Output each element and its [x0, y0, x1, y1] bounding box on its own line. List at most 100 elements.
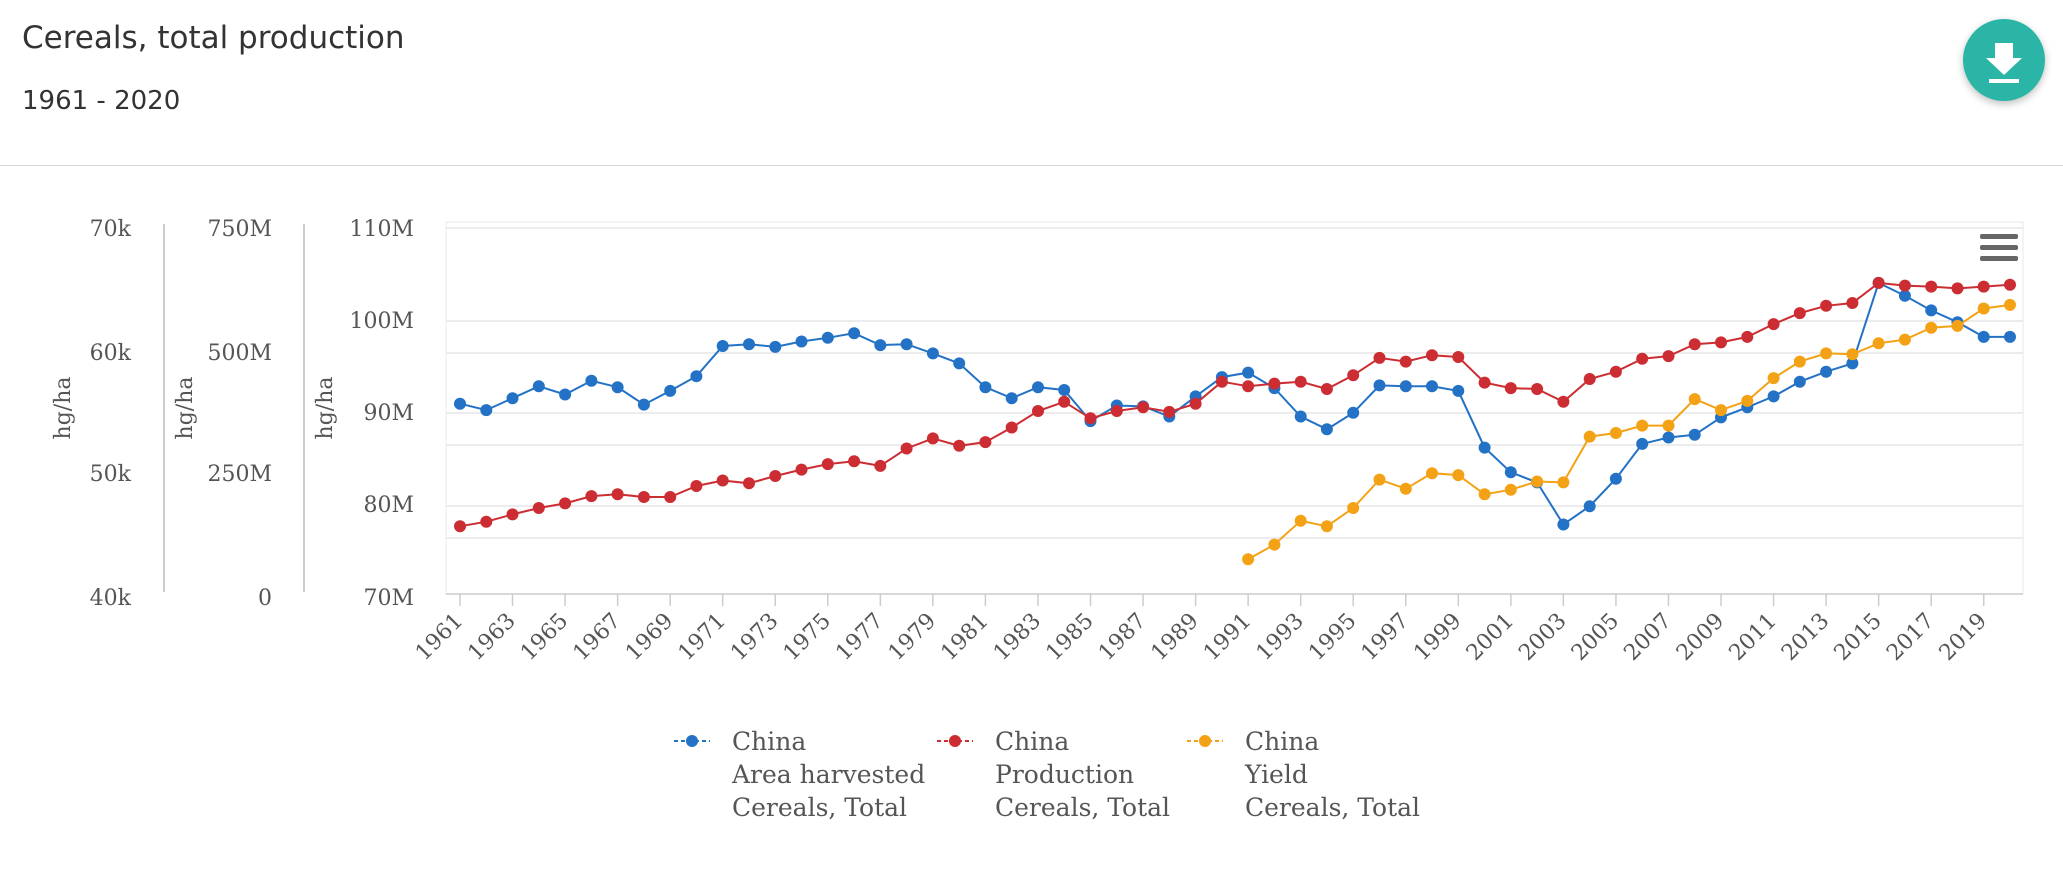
data-point[interactable] [1636, 352, 1649, 365]
data-point[interactable] [1426, 380, 1438, 393]
data-point[interactable] [1662, 419, 1675, 432]
data-point[interactable] [1872, 337, 1885, 350]
data-point[interactable] [821, 331, 834, 344]
data-point[interactable] [532, 502, 545, 514]
data-point[interactable] [979, 381, 992, 394]
data-point[interactable] [2004, 278, 2016, 291]
data-point[interactable] [506, 508, 519, 521]
data-point[interactable] [716, 340, 729, 352]
data-point[interactable] [848, 455, 861, 468]
data-point[interactable] [1320, 520, 1333, 533]
data-point[interactable] [1662, 350, 1675, 363]
data-point[interactable] [480, 515, 493, 528]
data-point[interactable] [953, 439, 966, 452]
data-point[interactable] [2004, 330, 2016, 343]
data-point[interactable] [1320, 423, 1333, 436]
data-point[interactable] [1688, 338, 1701, 351]
data-point[interactable] [1478, 376, 1491, 389]
data-point[interactable] [1609, 472, 1622, 485]
data-point[interactable] [926, 347, 939, 360]
data-point[interactable] [1189, 397, 1202, 410]
data-point[interactable] [1898, 333, 1911, 346]
data-point[interactable] [1820, 365, 1833, 378]
data-point[interactable] [1426, 349, 1438, 362]
data-point[interactable] [1583, 500, 1596, 513]
data-point[interactable] [1032, 405, 1044, 417]
data-point[interactable] [1925, 304, 1938, 317]
data-point[interactable] [1163, 405, 1176, 418]
data-point[interactable] [1058, 384, 1071, 396]
data-point[interactable] [1898, 289, 1911, 302]
data-point[interactable] [1399, 482, 1412, 495]
data-point[interactable] [1268, 377, 1281, 390]
data-point[interactable] [1215, 375, 1228, 388]
data-point[interactable] [1557, 476, 1570, 489]
data-point[interactable] [1609, 427, 1622, 439]
data-point[interactable] [637, 398, 650, 411]
data-point[interactable] [1767, 318, 1780, 331]
data-point[interactable] [2004, 298, 2016, 311]
data-point[interactable] [1846, 297, 1859, 309]
data-point[interactable] [979, 436, 992, 449]
data-point[interactable] [1557, 395, 1570, 408]
data-point[interactable] [1032, 381, 1044, 394]
data-point[interactable] [1977, 302, 1990, 315]
data-point[interactable] [664, 491, 677, 503]
data-point[interactable] [1557, 518, 1570, 531]
data-point[interactable] [690, 480, 703, 492]
data-point[interactable] [1294, 410, 1307, 423]
data-point[interactable] [1872, 276, 1885, 289]
data-point[interactable] [480, 404, 493, 417]
data-point[interactable] [1741, 330, 1754, 343]
data-point[interactable] [454, 520, 466, 533]
data-point[interactable] [821, 458, 834, 471]
data-point[interactable] [1110, 405, 1123, 417]
data-point[interactable] [743, 338, 755, 351]
data-point[interactable] [1820, 299, 1833, 312]
data-point[interactable] [953, 357, 966, 370]
data-point[interactable] [1084, 412, 1097, 425]
data-point[interactable] [1793, 375, 1806, 388]
data-point[interactable] [1636, 437, 1649, 450]
data-point[interactable] [1137, 401, 1150, 414]
data-point[interactable] [1793, 307, 1806, 320]
data-point[interactable] [1662, 431, 1675, 444]
data-point[interactable] [1242, 380, 1255, 393]
data-point[interactable] [1951, 319, 1964, 332]
data-point[interactable] [1951, 282, 1964, 295]
data-point[interactable] [1636, 419, 1649, 432]
legend-item-yield[interactable]: China Yield Cereals, Total [1187, 727, 1420, 822]
data-point[interactable] [1347, 406, 1360, 419]
data-point[interactable] [900, 442, 913, 455]
data-point[interactable] [1583, 373, 1596, 385]
data-point[interactable] [1688, 428, 1701, 441]
data-point[interactable] [1925, 321, 1938, 334]
data-point[interactable] [1452, 469, 1465, 482]
data-point[interactable] [559, 497, 572, 510]
data-point[interactable] [1478, 441, 1491, 454]
data-point[interactable] [926, 432, 939, 445]
data-point[interactable] [900, 338, 913, 351]
data-point[interactable] [1347, 369, 1360, 382]
data-point[interactable] [454, 397, 466, 410]
data-point[interactable] [1504, 382, 1517, 395]
data-point[interactable] [1846, 348, 1859, 361]
data-point[interactable] [1898, 279, 1911, 292]
data-point[interactable] [1320, 383, 1333, 395]
data-point[interactable] [1399, 380, 1412, 393]
data-point[interactable] [1977, 280, 1990, 293]
data-point[interactable] [1058, 395, 1071, 408]
data-point[interactable] [1294, 514, 1307, 527]
data-point[interactable] [1793, 355, 1806, 368]
data-point[interactable] [585, 374, 598, 387]
data-point[interactable] [611, 488, 624, 501]
data-point[interactable] [664, 384, 677, 397]
data-point[interactable] [1688, 393, 1701, 406]
data-point[interactable] [1399, 355, 1412, 368]
data-point[interactable] [1531, 383, 1544, 395]
data-point[interactable] [1531, 475, 1544, 488]
data-point[interactable] [611, 381, 624, 394]
data-point[interactable] [848, 327, 861, 340]
data-point[interactable] [1846, 357, 1859, 370]
data-point[interactable] [1242, 553, 1255, 566]
